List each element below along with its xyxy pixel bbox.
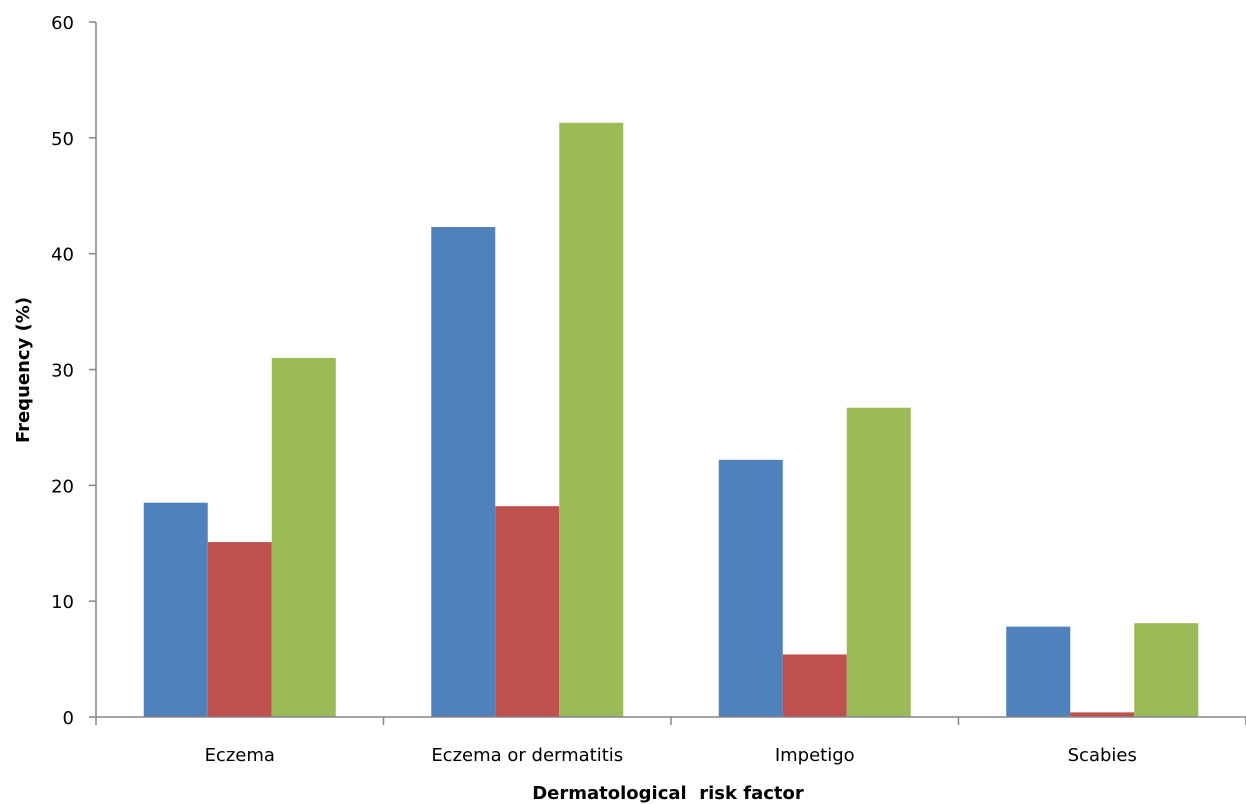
- bar-series-3: [1134, 623, 1199, 717]
- bar-series-1: [1006, 626, 1071, 717]
- bar-series-2: [782, 654, 847, 717]
- bar-series-3: [846, 407, 911, 717]
- x-axis-title: Dermatological risk factor: [532, 783, 804, 804]
- bar-series-1: [143, 502, 208, 717]
- x-tick-label: Impetigo: [775, 745, 855, 766]
- bar-series-3: [559, 122, 624, 717]
- y-axis-title: Frequency (%): [13, 297, 34, 443]
- x-tick-label: Eczema: [205, 745, 275, 766]
- y-tick-label: 20: [51, 476, 74, 497]
- x-tick-label: Scabies: [1068, 745, 1137, 766]
- x-axis-ticks: Eczema Eczema or dermatitis Impetigo Scabie…: [95, 717, 1246, 766]
- bar-series-2: [207, 542, 272, 717]
- bar-series-3: [271, 357, 336, 717]
- y-axis-ticks: 0 10 20 30 40 50 60: [51, 13, 96, 729]
- y-tick-label: 10: [51, 592, 74, 613]
- bar-series-2: [495, 506, 560, 717]
- bar-series-1: [431, 227, 496, 717]
- x-tick-label: Eczema or dermatitis: [431, 745, 623, 766]
- bar-series-1: [718, 459, 783, 717]
- bar-series-2: [1070, 712, 1135, 717]
- y-tick-label: 50: [51, 129, 74, 150]
- y-tick-label: 40: [51, 245, 74, 266]
- y-tick-label: 60: [51, 13, 74, 34]
- y-tick-label: 30: [51, 361, 74, 382]
- bars: [143, 122, 1199, 717]
- y-tick-label: 0: [63, 708, 74, 729]
